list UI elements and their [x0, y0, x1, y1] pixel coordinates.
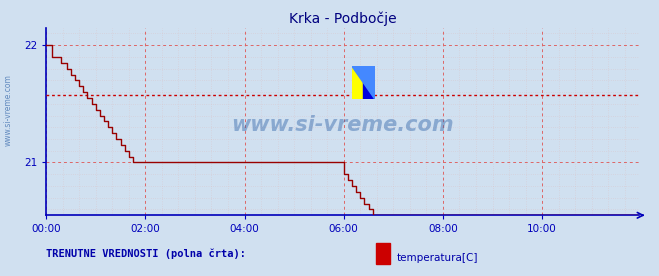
Text: www.si-vreme.com: www.si-vreme.com [231, 115, 454, 135]
Bar [363, 66, 375, 99]
Text: temperatura[C]: temperatura[C] [397, 253, 478, 263]
Text: TRENUTNE VREDNOSTI (polna črta):: TRENUTNE VREDNOSTI (polna črta): [46, 248, 246, 259]
Text: www.si-vreme.com: www.si-vreme.com [3, 75, 13, 146]
Bar [352, 66, 363, 99]
Title: Krka - Podbočje: Krka - Podbočje [289, 12, 397, 26]
Polygon shape [352, 66, 374, 99]
